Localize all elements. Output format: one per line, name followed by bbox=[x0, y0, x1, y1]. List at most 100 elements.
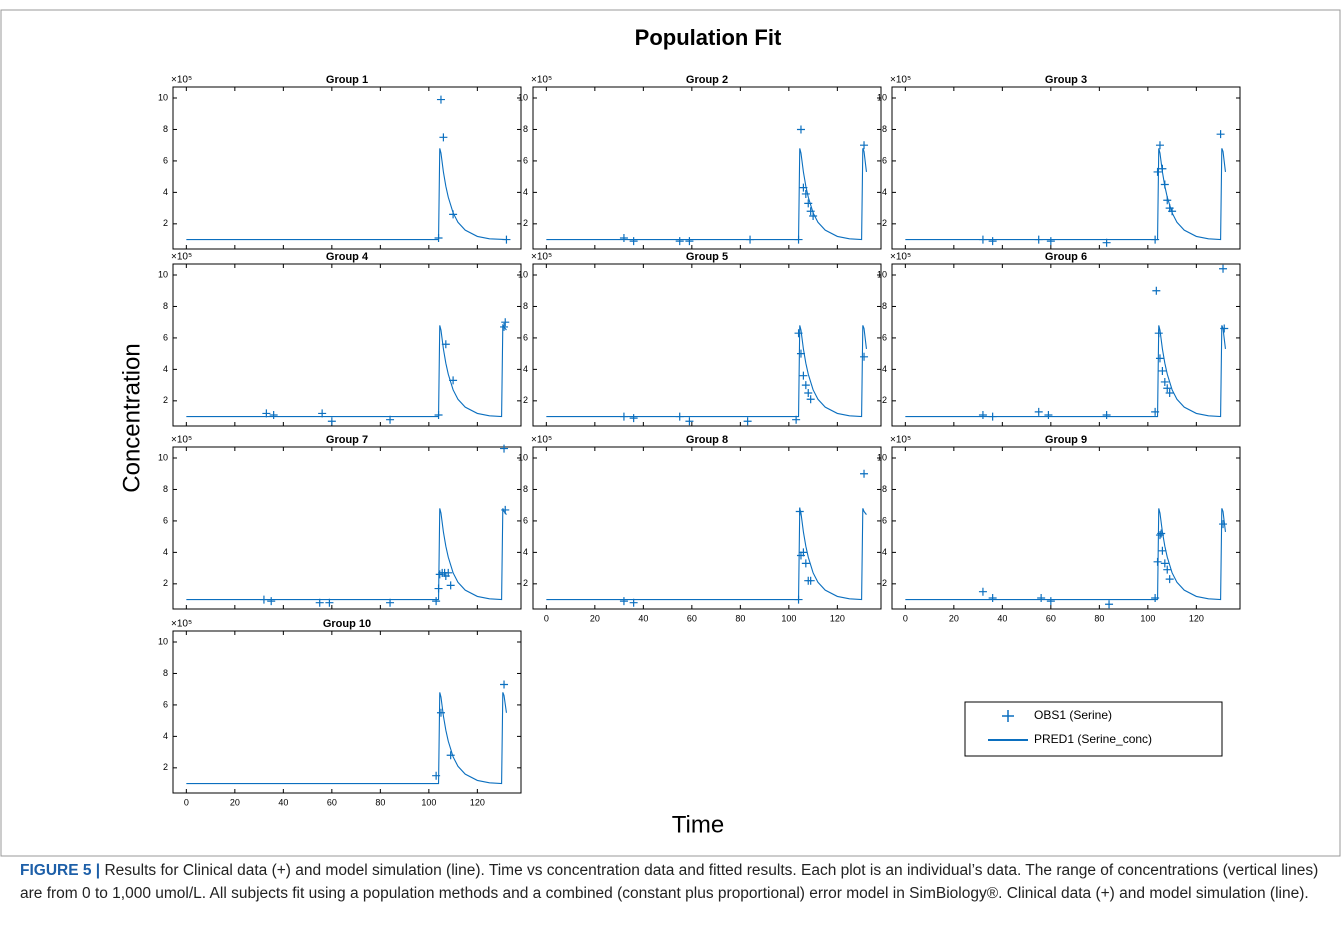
observation bbox=[806, 395, 815, 404]
observation bbox=[1155, 141, 1164, 150]
x-tick-label: 80 bbox=[735, 613, 745, 623]
fit-line bbox=[905, 148, 1226, 241]
y-tick-label: 6 bbox=[523, 332, 528, 342]
axes-box bbox=[891, 446, 1241, 610]
observation bbox=[1153, 167, 1162, 176]
x-tick-label: 20 bbox=[230, 797, 240, 807]
observation bbox=[1163, 384, 1172, 393]
y-tick-label: 10 bbox=[877, 452, 887, 462]
observation bbox=[804, 388, 813, 397]
observation bbox=[1158, 366, 1167, 375]
axes-box bbox=[891, 263, 1241, 427]
observation bbox=[1034, 407, 1043, 416]
observation bbox=[1046, 597, 1055, 606]
observation bbox=[619, 597, 628, 606]
observation bbox=[685, 237, 694, 246]
scale-label: ×10⁵ bbox=[171, 75, 192, 86]
observation bbox=[1160, 559, 1169, 568]
x-tick-label: 0 bbox=[903, 613, 908, 623]
observation bbox=[1165, 575, 1174, 584]
observation bbox=[1046, 237, 1055, 246]
x-tick-label: 120 bbox=[470, 797, 485, 807]
y-tick-label: 2 bbox=[163, 762, 168, 772]
observation bbox=[629, 414, 638, 423]
x-tick-label: 0 bbox=[544, 613, 549, 623]
x-tick-label: 60 bbox=[1046, 613, 1056, 623]
legend-marker bbox=[1002, 710, 1014, 722]
scale-label: ×10⁵ bbox=[531, 75, 552, 86]
fit-line bbox=[186, 508, 507, 601]
observation bbox=[796, 349, 805, 358]
observation bbox=[799, 548, 808, 557]
axes-box bbox=[172, 86, 522, 250]
x-axis-label: Time bbox=[672, 811, 724, 838]
figure: Population Fit Concentration Time OBS1 (… bbox=[0, 9, 1341, 857]
legend-box bbox=[964, 701, 1223, 757]
observation bbox=[801, 189, 810, 198]
y-tick-label: 6 bbox=[163, 515, 168, 525]
observation bbox=[1158, 546, 1167, 555]
observation bbox=[1219, 264, 1228, 273]
y-tick-label: 10 bbox=[158, 452, 168, 462]
axes-box bbox=[532, 263, 882, 427]
y-tick-label: 10 bbox=[158, 636, 168, 646]
y-tick-label: 4 bbox=[523, 547, 528, 557]
caption-text: Results for Clinical data (+) and model … bbox=[20, 862, 1319, 902]
observation bbox=[988, 593, 997, 602]
x-tick-label: 80 bbox=[1094, 613, 1104, 623]
panel-title: Group 7 bbox=[326, 434, 368, 446]
observation bbox=[1037, 593, 1046, 602]
panel-title: Group 10 bbox=[323, 618, 371, 630]
observation bbox=[446, 751, 455, 760]
panel-title: Group 4 bbox=[326, 251, 369, 263]
observation bbox=[501, 318, 510, 327]
y-tick-label: 4 bbox=[163, 187, 168, 197]
observation bbox=[500, 444, 509, 453]
scale-label: ×10⁵ bbox=[531, 435, 552, 446]
panel-title: Group 6 bbox=[1045, 251, 1087, 263]
observation bbox=[799, 371, 808, 380]
scale-label: ×10⁵ bbox=[171, 619, 192, 630]
legend-label: PRED1 (Serine_conc) bbox=[1034, 732, 1152, 746]
y-tick-label: 8 bbox=[882, 301, 887, 311]
scale-label: ×10⁵ bbox=[890, 75, 911, 86]
x-tick-label: 0 bbox=[184, 797, 189, 807]
x-tick-label: 20 bbox=[949, 613, 959, 623]
observation bbox=[1160, 377, 1169, 386]
y-tick-label: 4 bbox=[523, 364, 528, 374]
y-tick-label: 8 bbox=[882, 484, 887, 494]
y-tick-label: 8 bbox=[163, 484, 168, 494]
x-tick-label: 20 bbox=[590, 613, 600, 623]
observation bbox=[269, 410, 278, 419]
observation bbox=[436, 95, 445, 104]
y-tick-label: 6 bbox=[163, 699, 168, 709]
observation bbox=[988, 237, 997, 246]
fit-line bbox=[186, 323, 507, 418]
x-tick-label: 40 bbox=[638, 613, 648, 623]
y-tick-label: 4 bbox=[882, 547, 887, 557]
observation bbox=[804, 199, 813, 208]
fit-line bbox=[546, 148, 867, 241]
observation bbox=[860, 469, 869, 478]
panel-title: Group 5 bbox=[686, 251, 728, 263]
y-tick-label: 8 bbox=[523, 124, 528, 134]
legend-label: OBS1 (Serine) bbox=[1034, 708, 1112, 722]
y-tick-label: 8 bbox=[882, 124, 887, 134]
panel: Group 5 ×10⁵ 2 4 6 8 10 bbox=[518, 251, 882, 427]
observation bbox=[801, 559, 810, 568]
y-tick-label: 4 bbox=[882, 187, 887, 197]
panel-title: Group 1 bbox=[326, 74, 368, 86]
y-tick-label: 2 bbox=[163, 578, 168, 588]
panel: Group 3 ×10⁵ 2 4 6 8 10 bbox=[877, 74, 1241, 250]
observation bbox=[978, 587, 987, 596]
observation bbox=[327, 417, 336, 426]
observation bbox=[1105, 600, 1114, 609]
observation bbox=[978, 410, 987, 419]
observation bbox=[439, 133, 448, 142]
x-tick-label: 40 bbox=[278, 797, 288, 807]
observation bbox=[1152, 286, 1161, 295]
observation bbox=[1216, 130, 1225, 139]
